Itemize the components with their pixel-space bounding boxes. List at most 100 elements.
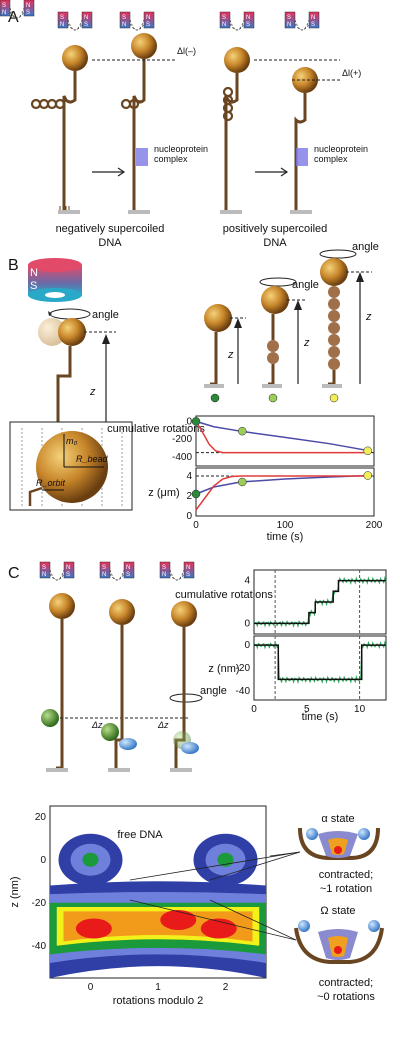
data-trace [253, 575, 387, 629]
state-marker [191, 489, 201, 499]
delta-z-label: Δz [91, 720, 103, 730]
y-tick-label: 0 [40, 855, 46, 866]
x-tick-label: 0 [88, 982, 94, 993]
state-connectors [129, 851, 301, 941]
caption-negative: negatively supercoiled [56, 223, 165, 235]
delta-l-neg-label: Δl(–) [177, 46, 196, 56]
inset-diagram-b: m₀ R_bead R_orbit [9, 421, 133, 511]
complex-label: nucleoprotein [154, 144, 208, 154]
contour-peak [75, 918, 112, 939]
magnet-pairs-a: S N N S [0, 0, 320, 31]
bead [224, 47, 250, 73]
ylabel-c-top: cumulative rotations [175, 589, 273, 601]
y-tick-label: 0 [186, 511, 192, 522]
alpha-desc: ~1 rotation [320, 883, 372, 895]
xlabel-heatmap: rotations modulo 2 [113, 995, 204, 1007]
series-line-1 [195, 475, 370, 511]
y-tick-label: -400 [172, 452, 192, 463]
diagram-c: Δz angle Δz [41, 593, 227, 772]
chart-c-bottom: z (nm) 0-20-400 5 10 time (s) [208, 635, 387, 723]
step-fit [254, 644, 386, 681]
angle-label: angle [292, 279, 319, 291]
complex-label: complex [154, 154, 188, 164]
ylabel-heatmap: z (nm) [9, 876, 21, 907]
xlabel-c-bottom: time (s) [302, 711, 339, 723]
magnet-pairs-c [39, 561, 195, 581]
magnet-n-label: N [30, 267, 38, 279]
m0-label: m₀ [66, 436, 77, 446]
series-line-1 [195, 420, 370, 454]
magnet-pair: S N N S [0, 0, 35, 19]
y-tick-label: 4 [186, 471, 192, 482]
y-tick-label: -40 [32, 941, 47, 952]
magnet-s-label: S [26, 10, 30, 16]
caption-negative: DNA [98, 237, 122, 249]
contour-peak [82, 852, 99, 867]
free-dna-label: free DNA [117, 829, 163, 841]
y-tick-label: 0 [186, 416, 192, 427]
state-marker [363, 471, 373, 480]
panel-label-a: A [8, 9, 19, 26]
bead [131, 33, 157, 59]
ylabel-b-top: cumulative rotations [107, 423, 205, 435]
caption-positive: positively supercoiled [223, 223, 328, 235]
magnet-s-label: S [2, 3, 6, 9]
z-label: z [89, 386, 96, 398]
r-bead-label: R_bead [76, 454, 109, 464]
bead [62, 45, 88, 71]
nucleoprotein-complex-icon [136, 148, 148, 166]
series-line-0 [195, 474, 370, 495]
x-tick-label: 5 [304, 704, 310, 715]
omega-desc: contracted; [319, 977, 373, 989]
nucleoprotein-complex-icon [296, 148, 308, 166]
omega-state: Ω state contracted; ~0 rotations [294, 905, 384, 1003]
magnet-cylinder: N S [28, 258, 82, 302]
xlabel-b-bottom: time (s) [267, 531, 304, 543]
y-tick-label: -200 [172, 434, 192, 445]
angle-label: angle [352, 241, 379, 253]
y-tick-label: -40 [236, 686, 251, 697]
data-trace [253, 640, 387, 685]
y-tick-label: 4 [244, 576, 250, 587]
chart-c-top: cumulative rotations 4 0 [175, 569, 387, 635]
panel-label-c: C [8, 565, 20, 582]
state-marker [210, 393, 220, 403]
contour-peak [160, 909, 197, 930]
x-tick-label: 10 [354, 704, 366, 715]
alpha-state: α state contracted; ~1 rotation [298, 813, 380, 895]
series-line-0 [195, 420, 370, 452]
alpha-state-title: α state [321, 813, 354, 825]
delta-z-label: Δz [157, 720, 169, 730]
x-tick-label: 1 [155, 982, 161, 993]
y-tick-label: -20 [32, 898, 47, 909]
caption-positive: DNA [263, 237, 287, 249]
alpha-desc: contracted; [319, 869, 373, 881]
supercoil [30, 98, 66, 110]
complex-label: nucleoprotein [314, 144, 368, 154]
r-orbit-label: R_orbit [36, 478, 66, 488]
state-marker [238, 477, 247, 487]
y-tick-label: -20 [236, 663, 251, 674]
complex-label: complex [314, 154, 348, 164]
chart-c-heatmap: 20 0 -20 -40 0 1 2 z (nm) rotations modulo 2 f… [9, 805, 267, 1007]
delta-l-pos-label: Δl(+) [342, 68, 361, 78]
state-marker [191, 417, 201, 426]
state-marker [268, 393, 278, 403]
magnet-n-label: N [2, 10, 6, 16]
bead-states-b: z angle z angle z [204, 241, 379, 403]
x-tick-label: 0 [251, 704, 257, 715]
ylabel-c-bottom: z (nm) [208, 663, 239, 675]
state-marker [363, 446, 373, 456]
chart-b-top: cumulative rotations 0 -200 -400 [107, 415, 375, 467]
diagram-a-positive: Δl(+) nucleoprotein complex positively s… [220, 47, 368, 249]
x-tick-label: 100 [277, 520, 294, 531]
x-tick-label: 0 [193, 520, 199, 531]
y-tick-label: 0 [244, 640, 250, 651]
x-tick-label: 2 [223, 982, 229, 993]
omega-desc: ~0 rotations [317, 991, 375, 1003]
magnet-n-label: N [26, 3, 30, 9]
state-marker [329, 393, 339, 403]
omega-state-title: Ω state [320, 905, 355, 917]
